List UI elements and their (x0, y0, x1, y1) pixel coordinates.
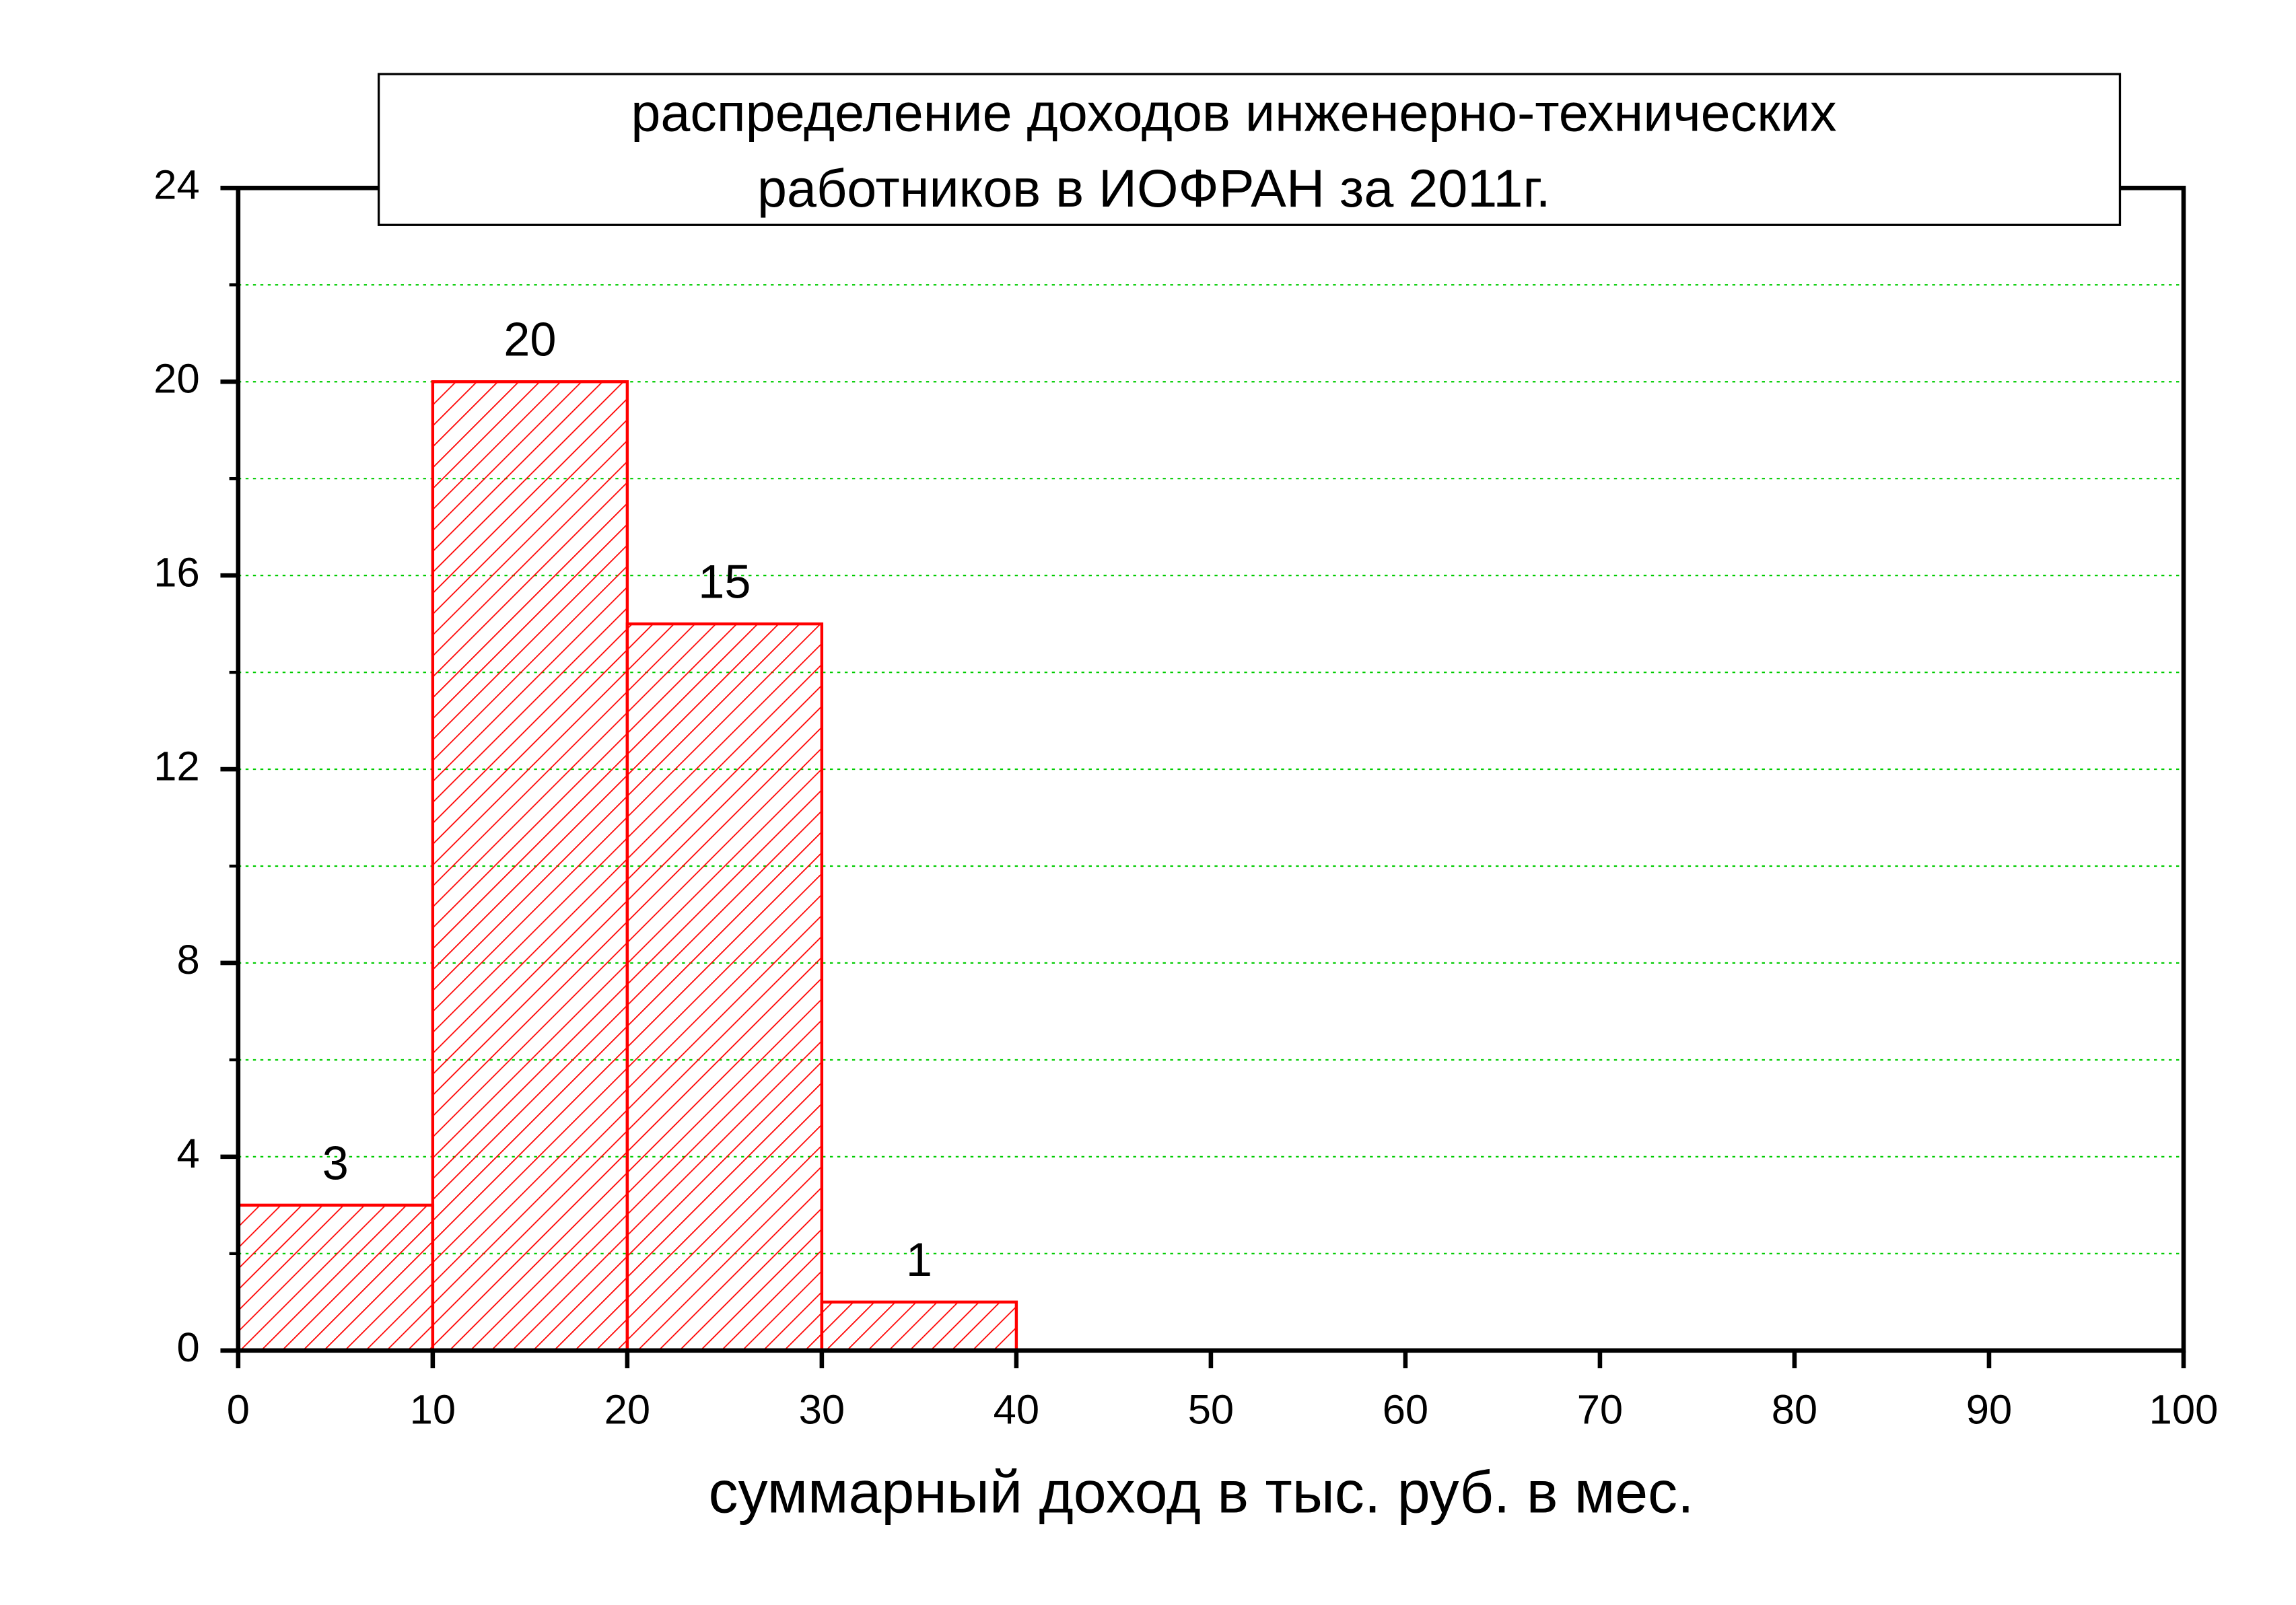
chart-title: распределение доходов инженерно-техничес… (631, 83, 1836, 143)
x-tick-label: 100 (2149, 1386, 2219, 1433)
x-tick-label: 60 (1383, 1386, 1428, 1433)
value-label: 20 (503, 313, 556, 366)
y-tick-label: 16 (153, 549, 199, 596)
x-tick-label: 70 (1577, 1386, 1623, 1433)
x-tick-label: 80 (1772, 1386, 1817, 1433)
y-tick-label: 12 (153, 743, 199, 789)
bars: 3 20 15 1 (236, 313, 1018, 1352)
value-label: 15 (698, 555, 751, 608)
bar (236, 1203, 435, 1352)
y-tick-label: 20 (153, 355, 199, 402)
x-tick-label: 0 (227, 1386, 250, 1433)
bar (431, 380, 629, 1352)
y-tick-label: 24 (153, 162, 199, 209)
bar (820, 1300, 1018, 1352)
value-label: 3 (322, 1136, 349, 1189)
x-tick-label: 30 (799, 1386, 845, 1433)
bar (625, 622, 824, 1352)
y-tick-label: 0 (176, 1324, 199, 1371)
x-tick-label: 10 (410, 1386, 456, 1433)
x-tick-label: 90 (1966, 1386, 2012, 1433)
title-box (377, 73, 2122, 226)
x-axis-label: суммарный доход в тыс. руб. в мес. (709, 1459, 1694, 1526)
chart-title: работников в ИОФРАН за 2011г. (757, 158, 1551, 218)
value-label: 1 (906, 1233, 932, 1286)
axes: 0 4 8 12 16 20 24 0 10 20 30 40 50 60 70 80 90 100 (153, 162, 2218, 1433)
x-tick-label: 20 (604, 1386, 650, 1433)
x-tick-label: 50 (1188, 1386, 1234, 1433)
y-tick-label: 4 (176, 1131, 199, 1177)
y-tick-label: 8 (176, 937, 199, 983)
x-tick-label: 40 (994, 1386, 1039, 1433)
